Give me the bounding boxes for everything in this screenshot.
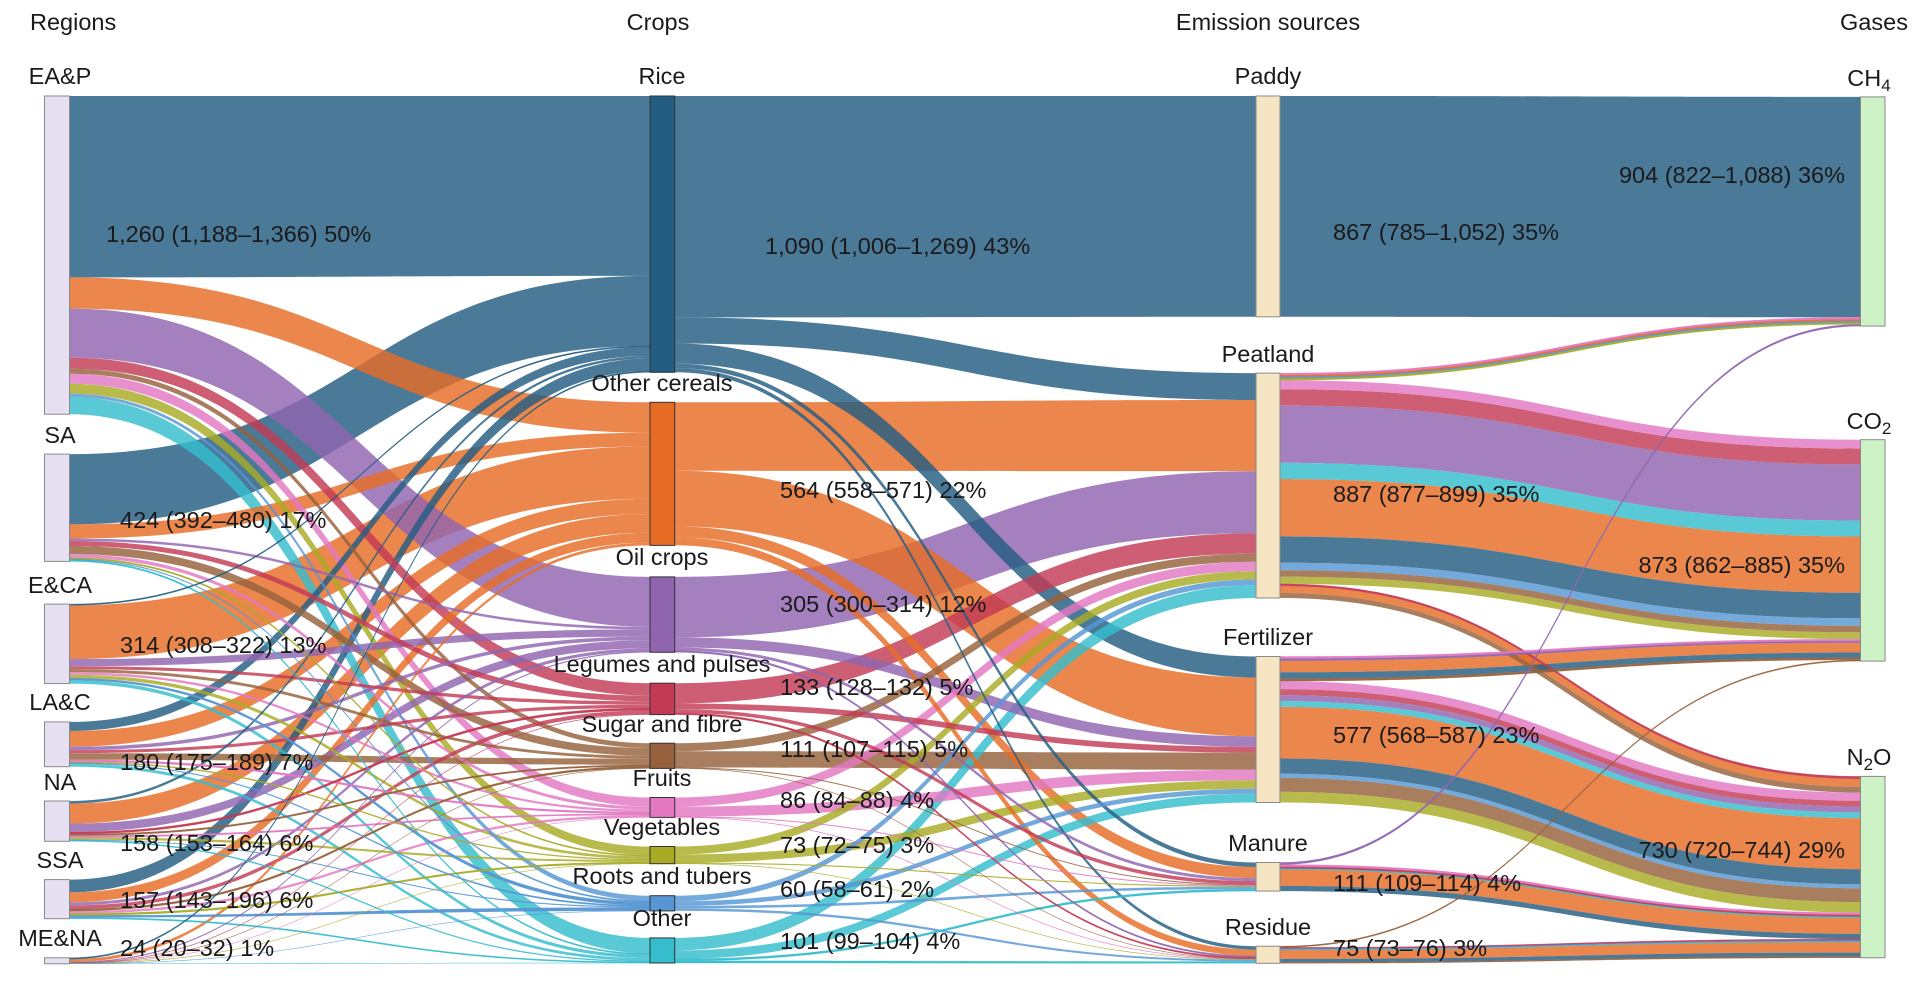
svg-text:904 (822–1,088) 36%: 904 (822–1,088) 36% (1619, 162, 1845, 188)
svg-text:Paddy: Paddy (1235, 63, 1302, 89)
svg-text:Other: Other (633, 905, 692, 931)
svg-text:EA&P: EA&P (29, 63, 92, 89)
svg-text:Gases: Gases (1840, 9, 1908, 35)
svg-text:ME&NA: ME&NA (18, 925, 102, 951)
svg-text:73 (72–75) 3%: 73 (72–75) 3% (780, 832, 934, 858)
svg-text:305 (300–314) 12%: 305 (300–314) 12% (780, 591, 987, 617)
svg-text:180 (175–189) 7%: 180 (175–189) 7% (120, 749, 313, 775)
svg-text:101 (99–104) 4%: 101 (99–104) 4% (780, 928, 960, 954)
svg-text:Regions: Regions (30, 9, 116, 35)
svg-text:873 (862–885) 35%: 873 (862–885) 35% (1639, 552, 1846, 578)
svg-text:1,260 (1,188–1,366) 50%: 1,260 (1,188–1,366) 50% (106, 221, 371, 247)
svg-text:157 (143–196) 6%: 157 (143–196) 6% (120, 887, 313, 913)
svg-text:Peatland: Peatland (1222, 341, 1315, 367)
svg-text:SA: SA (44, 422, 76, 448)
svg-text:1,090 (1,006–1,269) 43%: 1,090 (1,006–1,269) 43% (765, 233, 1030, 259)
svg-text:730 (720–744) 29%: 730 (720–744) 29% (1639, 837, 1846, 863)
svg-text:Emission sources: Emission sources (1176, 9, 1360, 35)
svg-text:Fertilizer: Fertilizer (1223, 624, 1313, 650)
svg-text:Residue: Residue (1225, 914, 1311, 940)
svg-text:Sugar and fibre: Sugar and fibre (582, 711, 743, 737)
svg-text:E&CA: E&CA (28, 572, 92, 598)
svg-text:LA&C: LA&C (29, 689, 90, 715)
svg-text:564 (558–571) 22%: 564 (558–571) 22% (780, 477, 987, 503)
svg-text:111 (109–114) 4%: 111 (109–114) 4% (1333, 870, 1521, 896)
svg-text:577 (568–587) 23%: 577 (568–587) 23% (1333, 722, 1540, 748)
svg-text:75 (73–76) 3%: 75 (73–76) 3% (1333, 935, 1487, 961)
svg-text:Fruits: Fruits (633, 765, 692, 791)
svg-text:Manure: Manure (1228, 830, 1308, 856)
svg-text:887 (877–899) 35%: 887 (877–899) 35% (1333, 481, 1540, 507)
svg-text:Vegetables: Vegetables (604, 814, 720, 840)
svg-text:Roots and tubers: Roots and tubers (573, 863, 752, 889)
svg-text:Other cereals: Other cereals (591, 370, 732, 396)
svg-text:314 (308–322) 13%: 314 (308–322) 13% (120, 632, 327, 658)
svg-text:NA: NA (44, 769, 77, 795)
svg-text:Legumes and pulses: Legumes and pulses (554, 651, 771, 677)
svg-text:SSA: SSA (36, 847, 83, 873)
svg-text:867 (785–1,052) 35%: 867 (785–1,052) 35% (1333, 219, 1559, 245)
svg-text:111 (107–115) 5%: 111 (107–115) 5% (780, 736, 968, 762)
svg-text:133 (128–132) 5%: 133 (128–132) 5% (780, 674, 973, 700)
svg-text:Oil crops: Oil crops (616, 544, 709, 570)
svg-text:60 (58–61) 2%: 60 (58–61) 2% (780, 876, 934, 902)
svg-text:24 (20–32) 1%: 24 (20–32) 1% (120, 935, 274, 961)
svg-text:86 (84–88) 4%: 86 (84–88) 4% (780, 787, 934, 813)
svg-text:Rice: Rice (638, 63, 685, 89)
svg-text:158 (153–164) 6%: 158 (153–164) 6% (120, 830, 313, 856)
svg-text:Crops: Crops (627, 9, 690, 35)
svg-text:424 (392–480) 17%: 424 (392–480) 17% (120, 507, 327, 533)
